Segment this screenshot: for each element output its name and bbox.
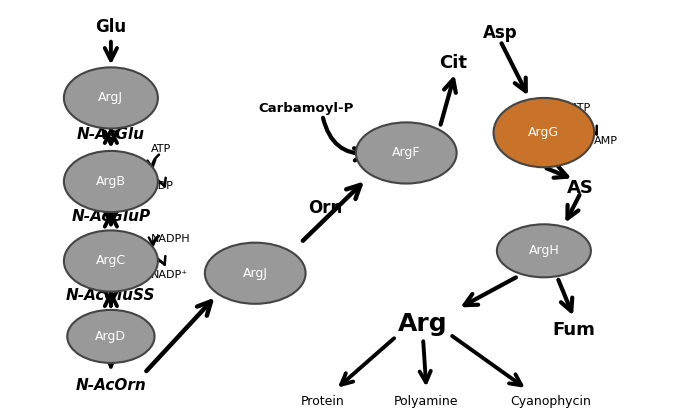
Ellipse shape xyxy=(493,98,594,167)
Text: Cit: Cit xyxy=(439,54,467,72)
Text: ArgG: ArgG xyxy=(528,126,560,139)
Text: NADPH: NADPH xyxy=(151,233,191,244)
Text: ArgH: ArgH xyxy=(529,244,559,258)
Text: Asp: Asp xyxy=(483,24,518,42)
Text: ATP: ATP xyxy=(151,144,171,154)
Text: N-AcGlu: N-AcGlu xyxy=(77,127,145,142)
Text: ArgJ: ArgJ xyxy=(242,267,268,280)
Text: NADP⁺: NADP⁺ xyxy=(151,270,188,280)
Text: Fum: Fum xyxy=(553,321,595,339)
Text: Carbamoyl-P: Carbamoyl-P xyxy=(258,102,353,115)
Text: ArgB: ArgB xyxy=(96,175,126,188)
Ellipse shape xyxy=(205,243,306,304)
Text: N-AcGluSS: N-AcGluSS xyxy=(66,288,155,303)
Text: ArgJ: ArgJ xyxy=(99,92,123,104)
Text: Orn: Orn xyxy=(308,199,342,217)
Text: Cyanophycin: Cyanophycin xyxy=(510,395,591,408)
Text: ATP: ATP xyxy=(571,103,591,113)
Text: ArgF: ArgF xyxy=(392,146,421,159)
Ellipse shape xyxy=(64,67,158,129)
Text: Arg: Arg xyxy=(398,312,448,336)
Text: AS: AS xyxy=(567,178,595,197)
Text: Polyamine: Polyamine xyxy=(394,395,459,408)
Ellipse shape xyxy=(64,230,158,292)
Text: AMP: AMP xyxy=(594,136,619,146)
Text: ArgD: ArgD xyxy=(95,330,127,343)
Text: N-AcGluP: N-AcGluP xyxy=(71,209,151,224)
Text: ADP: ADP xyxy=(151,181,174,191)
Ellipse shape xyxy=(497,224,591,277)
Text: Glu: Glu xyxy=(95,17,127,36)
Text: ArgC: ArgC xyxy=(96,255,126,267)
Ellipse shape xyxy=(67,310,155,363)
Ellipse shape xyxy=(64,151,158,212)
Text: N-AcOrn: N-AcOrn xyxy=(75,378,147,393)
Text: Protein: Protein xyxy=(301,395,345,408)
Ellipse shape xyxy=(356,122,457,183)
